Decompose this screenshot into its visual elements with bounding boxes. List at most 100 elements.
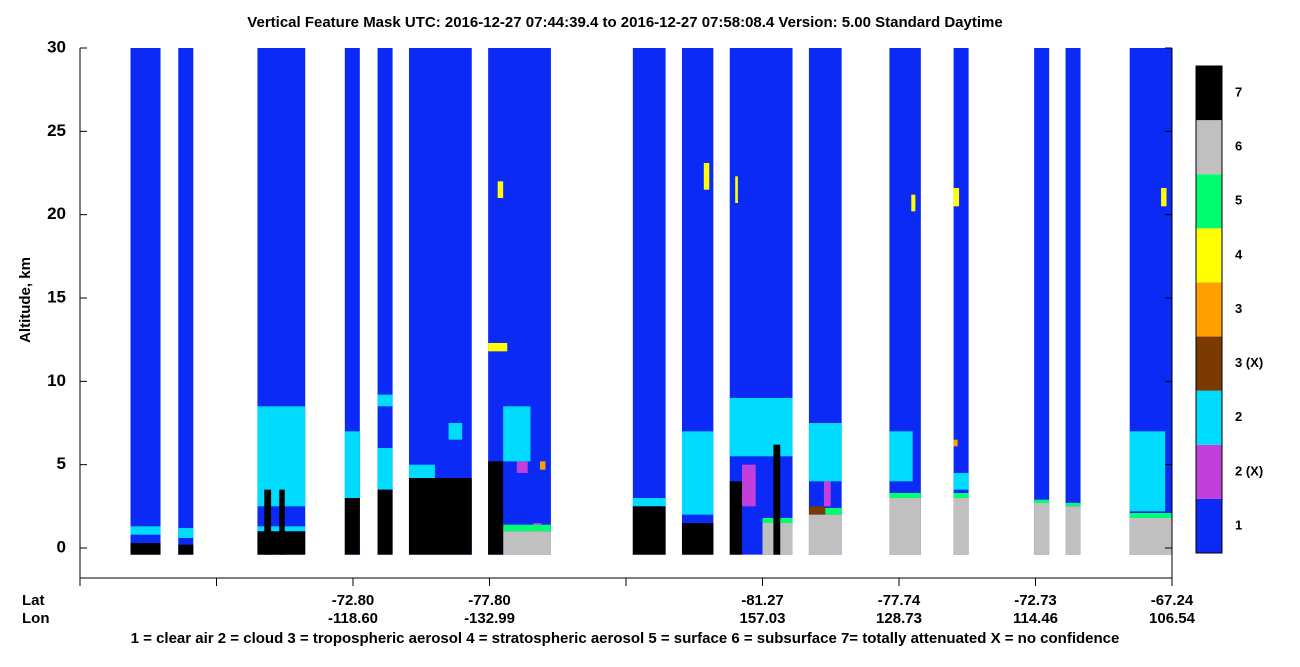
feature-region (408, 478, 472, 555)
feature-region (681, 523, 714, 555)
feature-region (178, 528, 194, 538)
feature-region (825, 508, 842, 515)
feature-region (1034, 499, 1050, 503)
feature-region (488, 461, 504, 555)
feature-region (1129, 518, 1172, 555)
feature-region (953, 498, 969, 555)
legend-text: 1 = clear air 2 = cloud 3 = tropospheric… (131, 630, 1120, 647)
feature-region (1034, 48, 1050, 555)
colorbar-label: 7 (1235, 84, 1242, 99)
feature-region (889, 498, 921, 555)
feature-region (130, 48, 161, 555)
lon-tick-label: 114.46 (1013, 610, 1058, 627)
colorbar-swatch (1196, 66, 1222, 121)
lat-tick-label: -72.80 (332, 592, 375, 609)
colorbar-swatch (1196, 120, 1222, 175)
feature-region (130, 543, 161, 555)
colorbar-label: 2 (X) (1235, 463, 1263, 478)
feature-region (823, 481, 831, 507)
colorbar-frame (1195, 65, 1223, 554)
feature-region (773, 444, 781, 555)
feature-region (178, 544, 194, 555)
feature-region (1065, 48, 1081, 555)
feature-region (130, 526, 161, 535)
colorbar-swatch (1196, 228, 1222, 283)
feature-region (178, 48, 194, 555)
feature-region (377, 448, 393, 490)
feature-region (488, 343, 508, 352)
feature-region (377, 489, 393, 555)
feature-region (344, 431, 360, 498)
feature-region (808, 423, 842, 482)
feature-region (344, 498, 360, 555)
feature-region (742, 464, 756, 507)
lat-tick-label: -67.24 (1151, 592, 1194, 609)
feature-region (703, 163, 710, 190)
feature-region (344, 48, 360, 555)
feature-region (497, 181, 504, 198)
y-tick-label: 25 (47, 121, 66, 140)
colorbar-label: 6 (1235, 139, 1242, 154)
y-tick-label: 5 (57, 454, 66, 473)
feature-region (1065, 503, 1081, 507)
feature-region (279, 489, 285, 555)
lat-tick-label: -77.80 (468, 592, 511, 609)
feature-region (408, 464, 435, 478)
feature-region (448, 423, 463, 440)
feature-region (953, 188, 960, 207)
chart-title: Vertical Feature Mask UTC: 2016-12-27 07… (247, 14, 1002, 31)
feature-region (1161, 188, 1167, 207)
feature-region (1129, 431, 1166, 512)
lat-tick-label: -72.73 (1014, 592, 1057, 609)
y-tick-label: 20 (47, 204, 66, 223)
lon-tick-label: -132.99 (464, 610, 515, 627)
feature-region (911, 194, 916, 212)
colorbar-label: 1 (1235, 517, 1242, 532)
feature-region (503, 531, 551, 555)
feature-region (808, 514, 842, 555)
lon-tick-label: 157.03 (740, 610, 786, 627)
colorbar-swatch (1196, 336, 1222, 391)
colorbar-label: 3 (X) (1235, 355, 1263, 370)
colorbar-label: 3 (1235, 301, 1242, 316)
feature-region (729, 48, 793, 555)
colorbar-swatch (1196, 282, 1222, 337)
feature-region (1065, 506, 1081, 555)
colorbar-swatch (1196, 444, 1222, 499)
lon-tick-label: 106.54 (1149, 610, 1196, 627)
y-tick-label: 15 (47, 287, 66, 306)
feature-region (953, 493, 969, 498)
lat-tick-label: -81.27 (741, 592, 784, 609)
y-tick-label: 10 (47, 371, 66, 390)
feature-region (1129, 513, 1172, 518)
colorbar-swatch (1196, 390, 1222, 445)
lon-tick-label: -118.60 (328, 610, 378, 627)
feature-region (632, 498, 666, 507)
feature-region (503, 524, 551, 532)
feature-region (808, 506, 826, 515)
colorbar-swatch (1196, 498, 1222, 553)
feature-region (632, 506, 666, 555)
feature-region (735, 176, 738, 203)
colorbar-label: 5 (1235, 193, 1242, 208)
colorbar-label: 2 (1235, 409, 1242, 424)
feature-region (377, 394, 393, 407)
feature-region (729, 481, 743, 555)
feature-region (953, 439, 958, 447)
feature-region (540, 461, 546, 470)
lon-tick-label: 128.73 (876, 610, 922, 627)
feature-region (516, 461, 528, 473)
y-tick-label: 0 (57, 537, 66, 556)
feature-region (503, 406, 531, 462)
feature-region (681, 431, 714, 515)
y-tick-label: 30 (47, 37, 66, 56)
feature-region (377, 48, 393, 555)
feature-region (1034, 503, 1050, 555)
feature-region (632, 48, 666, 555)
colorbar-label: 4 (1235, 247, 1243, 262)
feature-region (953, 473, 969, 490)
lat-label: Lat (22, 592, 45, 609)
feature-region (889, 431, 913, 482)
lon-label: Lon (22, 610, 50, 627)
